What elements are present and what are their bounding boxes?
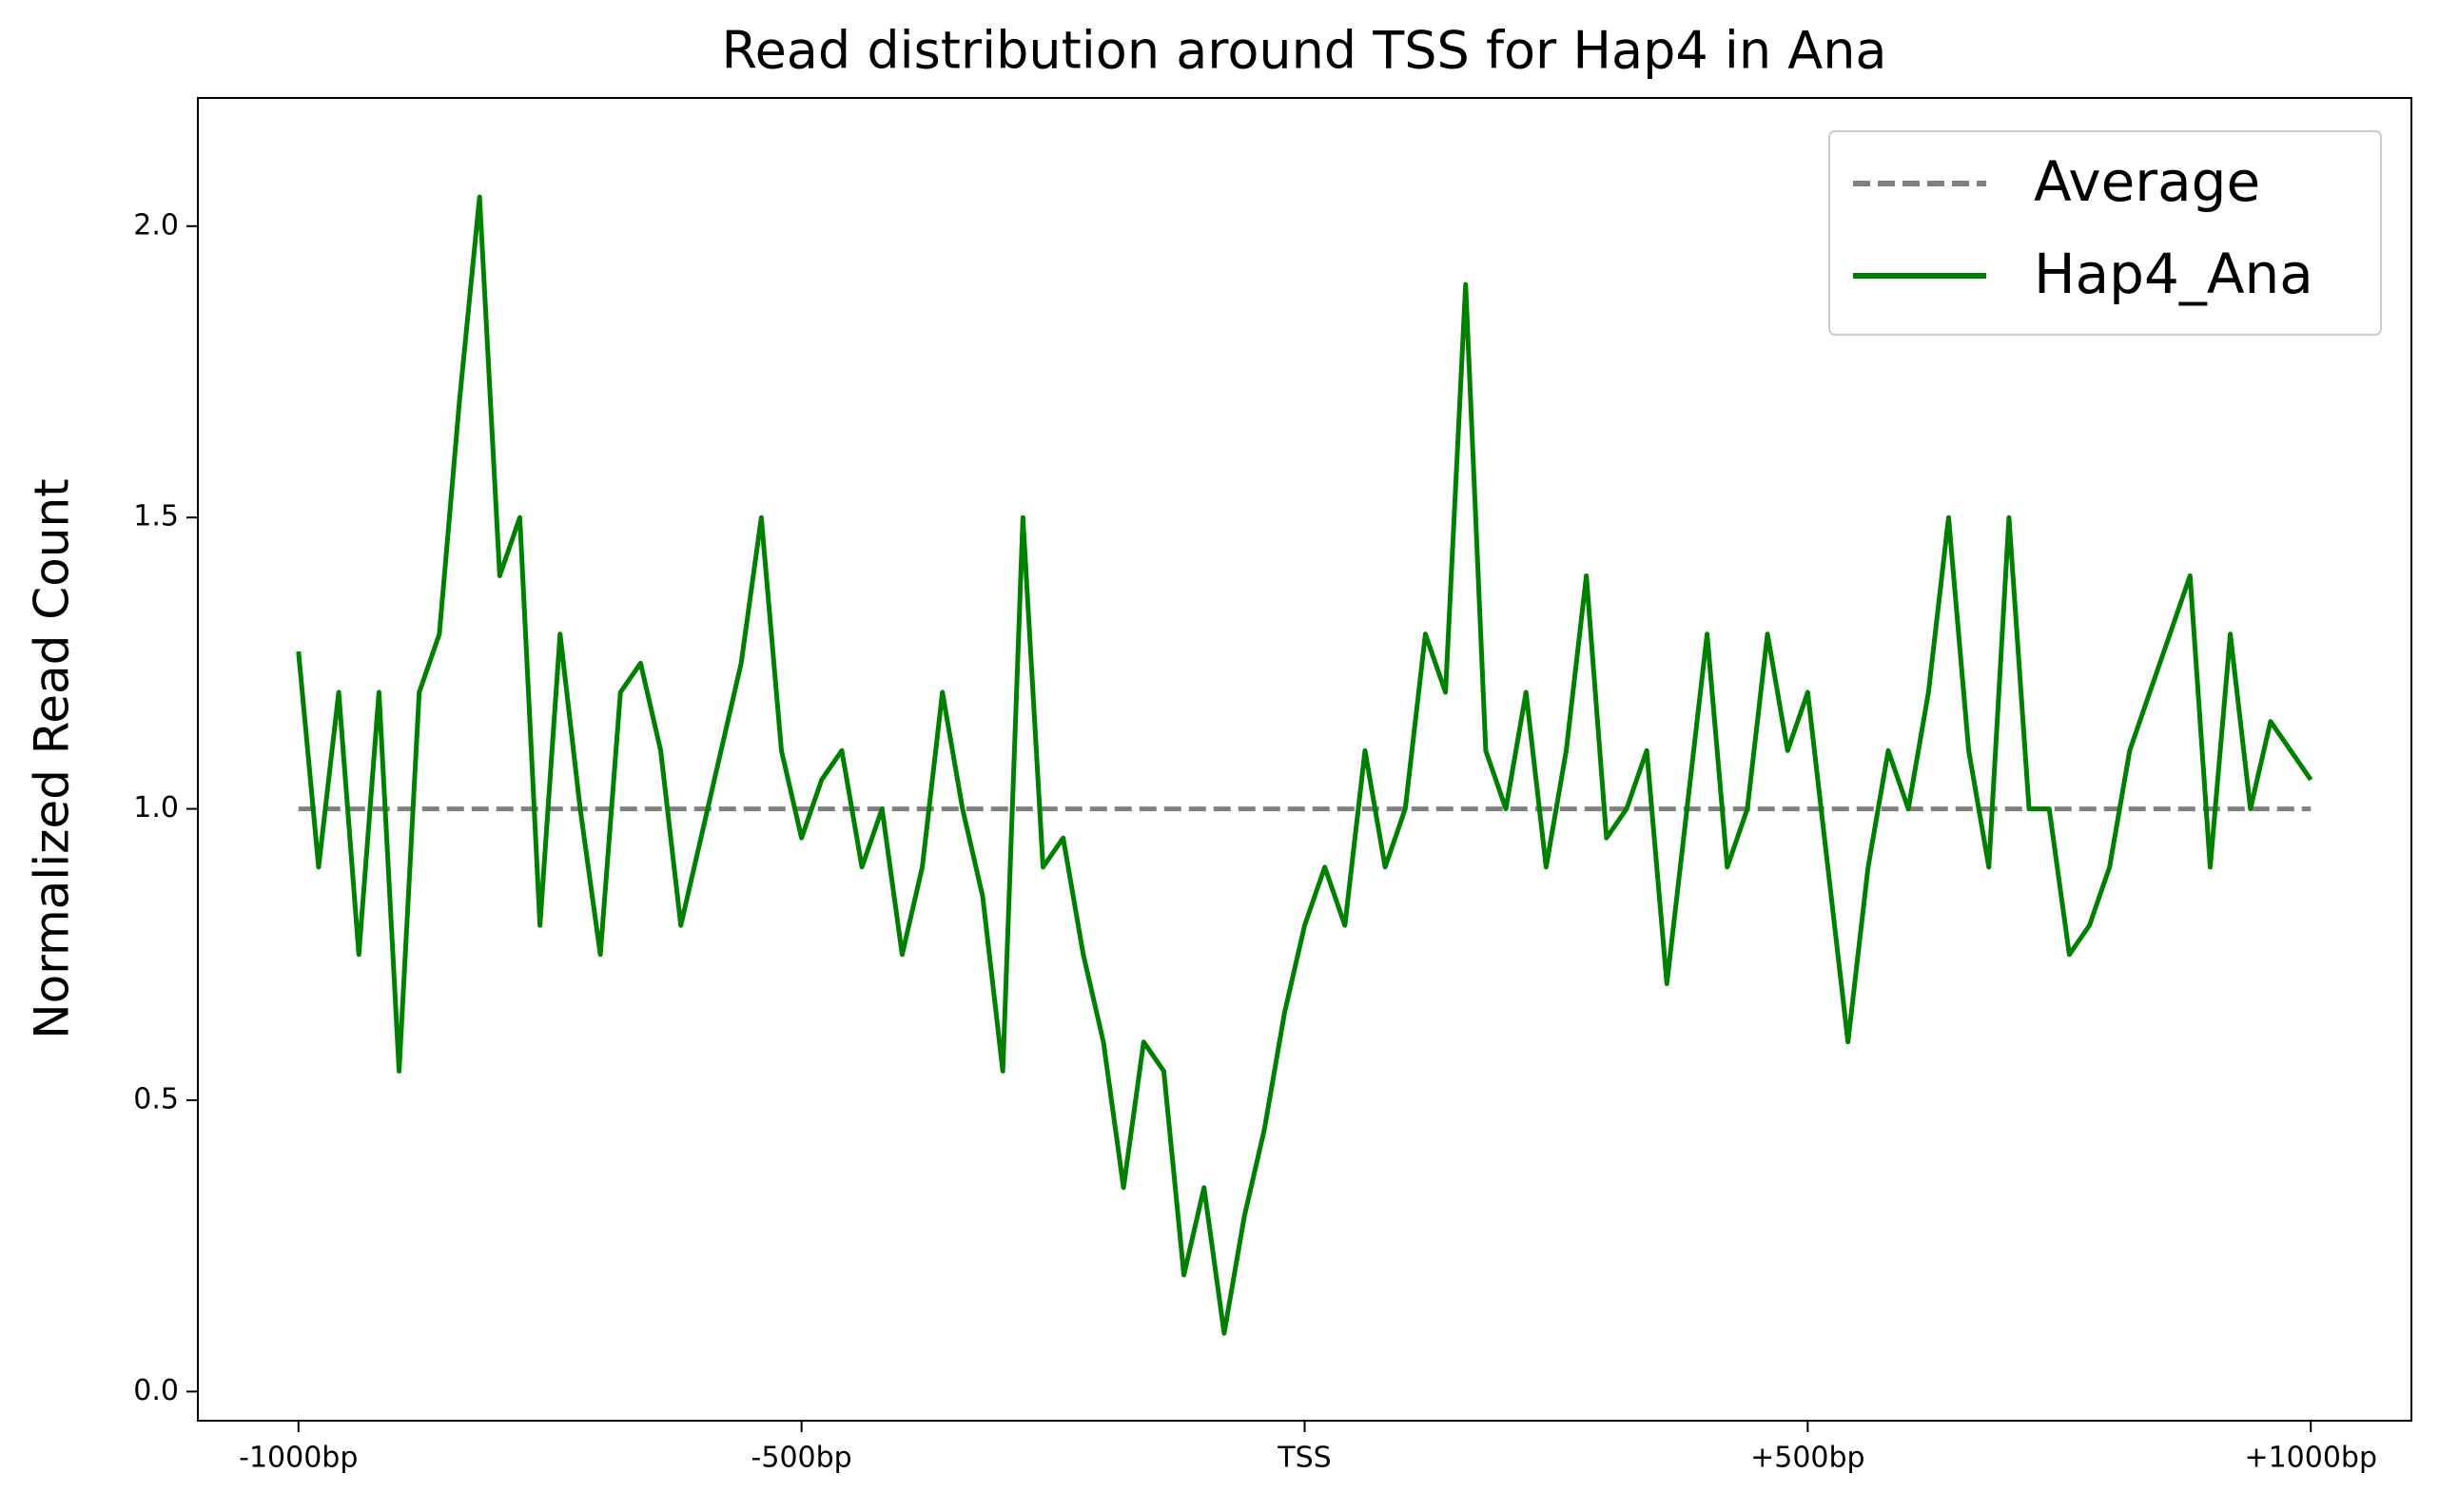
y-axis-label: Normalized Read Count	[25, 478, 80, 1038]
line-series	[296, 194, 2313, 1336]
y-tick-label: 1.5	[133, 500, 179, 533]
x-tick-label: -500bp	[751, 1442, 852, 1475]
y-tick-label: 1.0	[133, 791, 179, 824]
y-tick-label: 2.0	[133, 208, 179, 242]
y-tick-label: 0.0	[133, 1374, 179, 1407]
legend-label: Average	[2034, 149, 2260, 214]
x-tick-label: +1000bp	[2244, 1442, 2377, 1475]
plot-frame	[197, 97, 2412, 1422]
x-tick-label: +500bp	[1750, 1442, 1864, 1475]
x-tick-label: TSS	[1277, 1442, 1331, 1475]
legend: Average Hap4_Ana	[1828, 130, 2382, 336]
chart-title: Read distribution around TSS for Hap4 in…	[721, 21, 1886, 81]
y-tick-label: 0.5	[133, 1082, 179, 1115]
legend-label: Hap4_Ana	[2034, 242, 2313, 306]
x-tick-label: -1000bp	[239, 1442, 358, 1475]
